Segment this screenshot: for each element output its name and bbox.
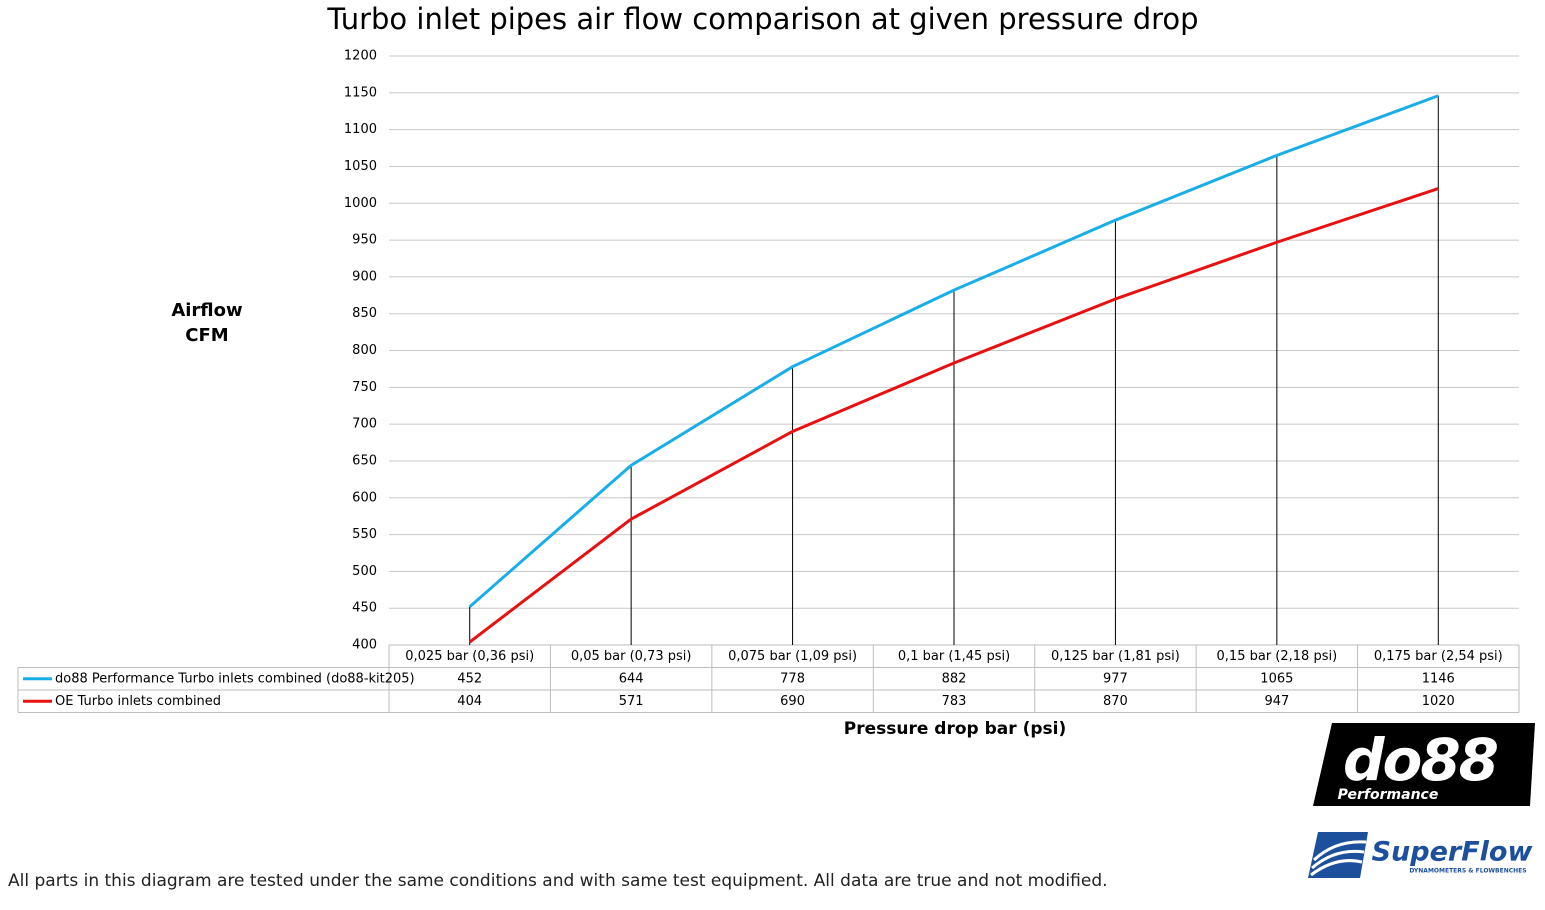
x-axis-label: Pressure drop bar (psi) [844, 719, 1066, 739]
table-value: 1065 [1260, 671, 1293, 686]
y-tick-label: 500 [352, 564, 377, 579]
series-line [468, 94, 1439, 608]
table-value: 1146 [1422, 671, 1455, 686]
y-tick-label: 700 [352, 417, 377, 432]
x-tick-label: 0,125 bar (1,81 psi) [1051, 649, 1180, 664]
y-tick-label: 1000 [344, 196, 377, 211]
y-tick-label: 850 [352, 306, 377, 321]
y-tick-label: 400 [352, 638, 377, 653]
logo-text: Performance [1338, 787, 1439, 803]
table-value: 571 [619, 694, 644, 709]
table-value: 644 [619, 671, 644, 686]
table-value: 690 [780, 694, 805, 709]
x-tick-label: 0,025 bar (0,36 psi) [405, 649, 534, 664]
legend-label: OE Turbo inlets combined [55, 694, 221, 709]
table-value: 882 [942, 671, 967, 686]
y-tick-label: 550 [352, 527, 377, 542]
table-value: 870 [1103, 694, 1128, 709]
superflow-logo: SuperFlow DYNAMOMETERS & FLOWBENCHES [1308, 832, 1533, 878]
table-value: 1020 [1422, 694, 1455, 709]
legend-label: do88 Performance Turbo inlets combined (… [55, 671, 415, 686]
logo-text: DYNAMOMETERS & FLOWBENCHES [1409, 868, 1526, 875]
y-tick-label: 450 [352, 601, 377, 616]
footnote: All parts in this diagram are tested und… [8, 871, 1108, 891]
x-tick-label: 0,1 bar (1,45 psi) [898, 649, 1010, 664]
y-tick-label: 950 [352, 233, 377, 248]
y-tick-label: 600 [352, 490, 377, 505]
table-value: 947 [1264, 694, 1289, 709]
x-tick-label: 0,15 bar (2,18 psi) [1217, 649, 1338, 664]
table-value: 778 [780, 671, 805, 686]
y-tick-label: 1100 [344, 122, 377, 137]
table-value: 404 [457, 694, 482, 709]
table-value: 452 [457, 671, 482, 686]
chart-title: Turbo inlet pipes air flow comparison at… [326, 2, 1198, 36]
y-tick-label: 1200 [344, 49, 377, 64]
x-tick-label: 0,075 bar (1,09 psi) [728, 649, 857, 664]
x-tick-label: 0,175 bar (2,54 psi) [1374, 649, 1503, 664]
logo-text: do88 [1343, 726, 1498, 794]
do88-logo: do88 Performance [1313, 723, 1535, 806]
y-tick-label: 1050 [344, 159, 377, 174]
y-tick-label: 800 [352, 343, 377, 358]
series-line [468, 187, 1439, 644]
logo-text: SuperFlow [1372, 837, 1534, 868]
y-axis-label: Airflow CFM [171, 300, 243, 346]
y-tick-label: 650 [352, 453, 377, 468]
table-value: 977 [1103, 671, 1128, 686]
x-tick-label: 0,05 bar (0,73 psi) [571, 649, 692, 664]
y-tick-label: 1150 [344, 85, 377, 100]
table-value: 783 [942, 694, 967, 709]
y-tick-label: 900 [352, 269, 377, 284]
y-tick-label: 750 [352, 380, 377, 395]
